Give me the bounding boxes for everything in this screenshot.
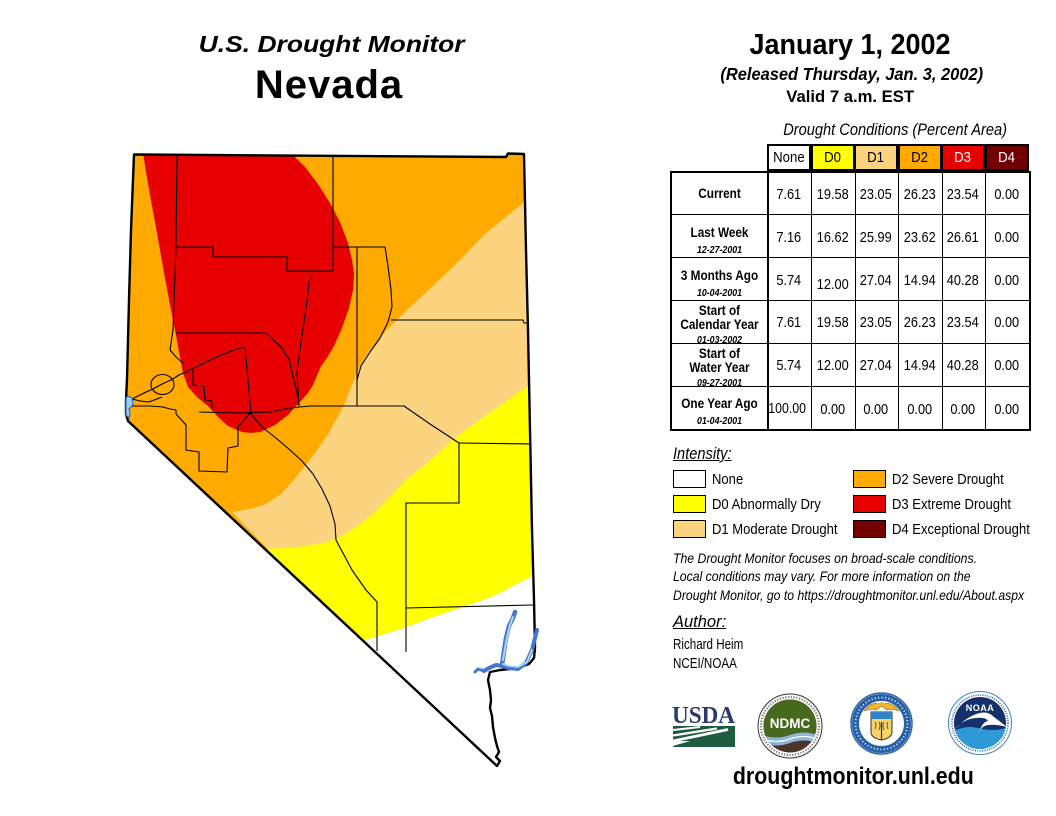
svg-text:NDMC: NDMC [770, 716, 811, 731]
svg-text:USDA: USDA [672, 702, 735, 729]
svg-text:NOAA: NOAA [966, 703, 995, 713]
